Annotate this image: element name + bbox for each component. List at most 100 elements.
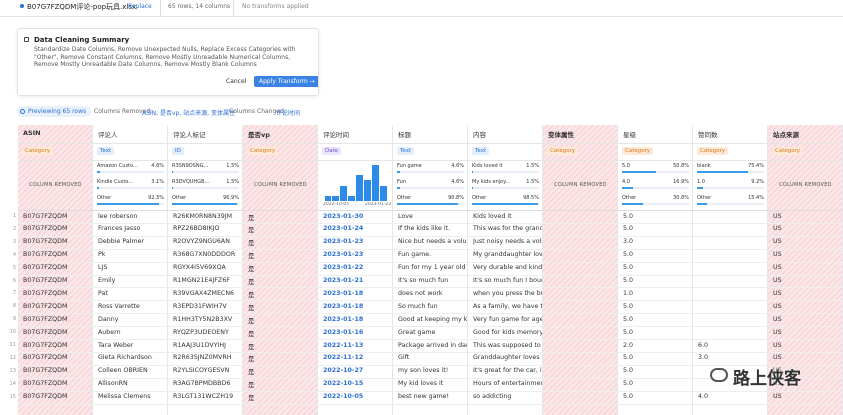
cell: Aubern — [98, 328, 121, 336]
column-header: 赞同数 — [698, 131, 718, 139]
cell: R39VGAX4ZMECN6 — [173, 289, 235, 297]
column-bg — [93, 125, 168, 415]
type-badge: Category — [247, 147, 279, 155]
cell: B07G7FZQDM — [23, 289, 68, 297]
cell: Danny — [98, 315, 119, 323]
stat-track — [172, 187, 239, 189]
row-line — [18, 403, 843, 405]
cell: 5.0 — [623, 328, 634, 336]
row-line — [18, 287, 843, 289]
cell: US — [773, 289, 782, 297]
stat-pct: 30.8% — [673, 195, 689, 201]
stat-bar — [472, 171, 473, 173]
column-bg — [18, 125, 93, 415]
cell: US — [773, 315, 782, 323]
cancel-button[interactable]: Cancel — [226, 78, 247, 85]
column-removed: COLUMN REMOVED — [779, 182, 832, 188]
stat-track — [397, 187, 464, 189]
row-line — [18, 377, 843, 379]
stat-pct: 4.6% — [151, 163, 164, 169]
type-line — [18, 160, 843, 161]
cell: 2023-01-16 — [323, 328, 364, 336]
row-line — [18, 261, 843, 263]
cell: Very fun game for ages, — [473, 315, 542, 323]
cell: US — [773, 393, 782, 401]
stat-label: Other — [697, 195, 712, 201]
row-number: 2 — [12, 225, 16, 232]
cell: 是 — [248, 395, 255, 403]
cell: RYQZP3UDEOENY — [173, 328, 229, 336]
type-badge: Text — [472, 147, 490, 155]
stat-bar — [397, 187, 401, 189]
histogram-bar — [371, 165, 379, 201]
stat-bar — [622, 203, 643, 205]
row-line — [18, 313, 843, 315]
cell: R3EPD31FWIH7V — [173, 302, 227, 310]
row-number: 1 — [12, 213, 16, 219]
cell: Kids loved it — [473, 212, 512, 220]
cell: Ross Varrette — [98, 302, 140, 310]
stat-bar — [622, 187, 634, 189]
changed-value: 评论时间 — [276, 110, 301, 117]
cell: US — [773, 302, 782, 310]
status-dot — [20, 4, 24, 8]
stat-track — [97, 187, 164, 189]
stat-label: Other — [472, 195, 487, 201]
stat-pct: 90.8% — [448, 195, 464, 201]
cell: when you press the butt — [473, 289, 542, 297]
cell: R368G7XN0DDDOR — [173, 251, 236, 259]
stat-pct: 3.1% — [151, 179, 164, 185]
replace-link[interactable]: Replace — [128, 3, 152, 10]
cell: US — [773, 367, 782, 375]
stat-label: blank — [697, 163, 711, 169]
column-bg — [618, 125, 693, 415]
cell: Debbie Palmer — [98, 238, 145, 246]
cell: This was for the grandkid — [473, 225, 542, 233]
summary-icon — [24, 37, 29, 42]
row-line — [18, 274, 843, 276]
cell: my son loves it! — [398, 367, 449, 375]
cell: Love — [398, 212, 413, 220]
cell: R3AG7BPMDBBD6 — [173, 380, 231, 388]
column-removed: COLUMN REMOVED — [29, 182, 82, 188]
type-badge: Category — [622, 147, 654, 155]
stat-track — [697, 187, 764, 189]
stat-label: Other — [397, 195, 412, 201]
stat-bar — [97, 187, 100, 189]
cell: US — [773, 212, 782, 220]
row-number: 7 — [12, 290, 16, 297]
stat-label: Other — [172, 195, 187, 201]
stats-line — [18, 210, 843, 211]
cell: Just noisy needs a volume — [473, 238, 542, 246]
apply-button[interactable]: Apply Transform → — [254, 76, 318, 87]
type-badge: ID — [172, 147, 184, 155]
cell: US — [773, 277, 782, 284]
cell: Very durable and kind of — [473, 264, 542, 272]
stat-pct: 96.9% — [223, 195, 239, 201]
column-header: 评论人 — [98, 131, 118, 139]
type-badge: Category — [772, 147, 804, 155]
cell: US — [773, 380, 782, 388]
stat-bar — [697, 187, 704, 189]
histogram-bar — [332, 195, 340, 201]
column-header: 星级 — [623, 131, 636, 139]
stat-pct: 92.3% — [148, 195, 164, 201]
cell: 5.0 — [623, 393, 634, 401]
column-header: 标题 — [398, 131, 411, 139]
preview-icon — [20, 109, 25, 114]
cell: 4.0 — [698, 393, 709, 401]
cell: Granddaughter loves it p — [473, 354, 542, 362]
watermark-icon — [710, 368, 728, 382]
cell: 是 — [248, 304, 255, 312]
column-bg — [168, 125, 243, 415]
column-header: 是否vp — [248, 131, 270, 139]
cell: 2023-01-21 — [323, 277, 364, 284]
stat-bar — [697, 171, 748, 173]
column-header: 变体属性 — [548, 131, 574, 139]
summary-card: Data Cleaning Summary Standardize Date Co… — [17, 28, 319, 96]
cell: 5.0 — [623, 251, 634, 259]
summary-title: Data Cleaning Summary — [34, 36, 130, 44]
column-header: ASIN — [23, 129, 41, 137]
cell: 2023-01-22 — [323, 264, 364, 272]
